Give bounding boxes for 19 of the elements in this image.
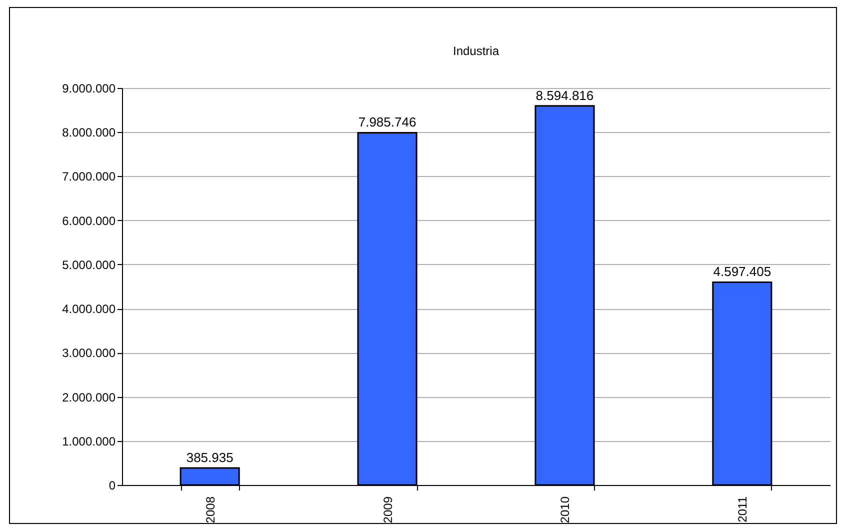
data-label: 4.597.405 <box>713 264 772 280</box>
y-tick-label: 7.000.000 <box>62 170 116 184</box>
y-tick-label: 3.000.000 <box>62 346 116 360</box>
y-tick-label: 4.000.000 <box>62 302 116 316</box>
x-tick-label: 2010 <box>558 496 572 524</box>
y-tick-label: 6.000.000 <box>62 214 116 228</box>
x-tick-label: 2009 <box>380 496 395 524</box>
y-tick-label: 5.000.000 <box>62 258 116 272</box>
x-tick-label: 2008 <box>203 496 218 524</box>
y-tick-label: 8.000.000 <box>62 126 116 140</box>
y-tick-label: 9.000.000 <box>62 82 116 96</box>
y-tick-label: 0 <box>108 478 116 492</box>
y-tick-label: 2.000.000 <box>62 390 116 404</box>
data-label: 8.594.816 <box>536 88 594 103</box>
x-tick-label: 2011 <box>736 496 750 522</box>
data-label: 7.985.746 <box>358 114 416 130</box>
chart-title: Industria <box>452 44 500 58</box>
data-label: 385.935 <box>186 450 234 465</box>
y-tick-label: 1.000.000 <box>62 434 116 448</box>
